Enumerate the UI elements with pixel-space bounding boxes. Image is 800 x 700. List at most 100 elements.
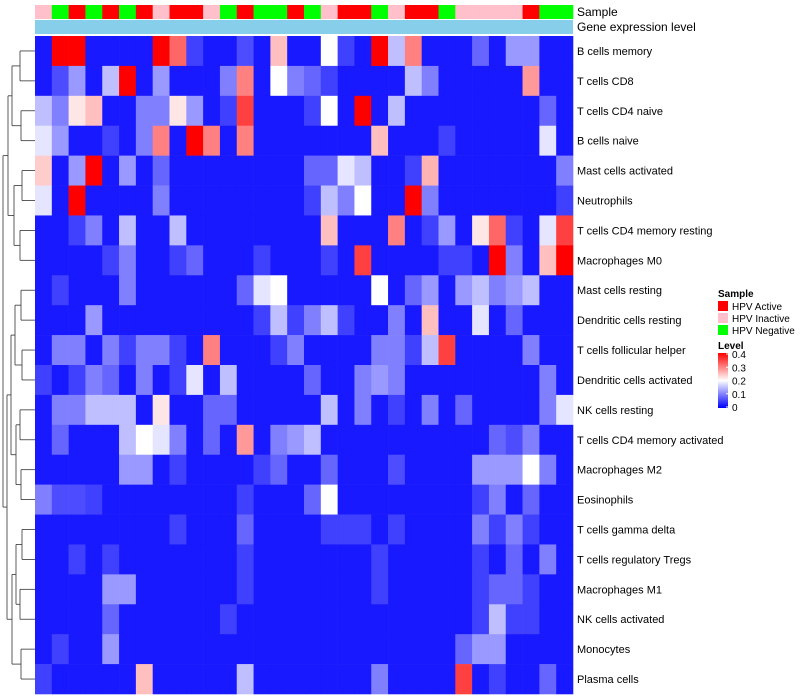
heatmap-cell [51, 155, 69, 186]
heatmap-cell [522, 245, 540, 276]
sample-track-cell [253, 5, 271, 19]
heatmap-cell [488, 394, 507, 426]
heatmap-cell [388, 664, 406, 695]
heatmap-cell [169, 454, 187, 485]
heatmap-cell [85, 335, 103, 366]
heatmap-cell [505, 574, 523, 605]
heatmap-cell [186, 125, 204, 156]
heatmap-cell [539, 275, 557, 306]
heatmap-cell [135, 335, 153, 366]
legend-tick-label: 0.4 [732, 350, 746, 361]
heatmap-cell [522, 604, 540, 635]
sample-track-cell [421, 5, 439, 19]
heatmap-cell [522, 275, 540, 306]
heatmap-cell [337, 185, 355, 216]
sample-track-cell [152, 5, 170, 19]
heatmap-cell [102, 484, 120, 515]
heatmap-cell [102, 604, 120, 635]
heatmap-cell [421, 574, 439, 605]
heatmap-cell [522, 424, 540, 456]
heatmap-cell [85, 245, 103, 276]
sample-track-cell [51, 5, 69, 19]
heatmap-cell [505, 65, 523, 97]
heatmap-cell [320, 604, 338, 635]
heatmap-cell [438, 275, 456, 306]
heatmap-cell [455, 65, 473, 97]
heatmap-cell [270, 394, 288, 426]
heatmap-cell [219, 36, 238, 67]
heatmap-cell [102, 95, 120, 127]
heatmap-cell [556, 305, 574, 336]
heatmap-cell [337, 544, 355, 575]
heatmap-cell [35, 155, 53, 186]
heatmap-cell [219, 634, 238, 665]
heatmap-cell [253, 484, 271, 515]
heatmap-cell [152, 634, 170, 665]
heatmap-cell [304, 365, 322, 396]
heatmap-cell [455, 544, 473, 575]
heatmap-cell [270, 634, 288, 665]
heatmap-cell [152, 544, 170, 575]
heatmap-cell [152, 574, 170, 605]
heatmap-cell [404, 574, 422, 605]
heatmap-cell [270, 335, 288, 366]
heatmap-cell [152, 484, 170, 515]
heatmap-cell [539, 305, 557, 336]
heatmap-cell [505, 305, 523, 336]
heatmap-cell [539, 604, 557, 635]
sample-track-cell [169, 5, 187, 19]
heatmap-cell [354, 365, 372, 396]
row-label: T cells CD4 memory activated [577, 435, 724, 447]
heatmap-cell [421, 664, 439, 695]
heatmap-cell [135, 95, 153, 127]
legend-level-ticks: 0.4 0.3 0.2 0.1 0 [726, 350, 746, 414]
heatmap-cell [472, 36, 490, 67]
heatmap-cell [388, 365, 406, 396]
heatmap-cell [438, 185, 456, 216]
heatmap-cell [556, 574, 574, 605]
heatmap-cell [270, 185, 288, 216]
heatmap-cell [472, 664, 490, 695]
heatmap-cell [505, 36, 523, 67]
row-label: B cells naive [577, 136, 639, 148]
heatmap-cell [488, 574, 507, 605]
heatmap-cell [219, 514, 238, 545]
heatmap-cell [472, 155, 490, 186]
heatmap-cell [472, 484, 490, 515]
heatmap-cell [304, 634, 322, 665]
heatmap-cell [253, 574, 271, 605]
row-label: Dendritic cells resting [577, 315, 682, 327]
heatmap-cell [472, 514, 490, 545]
sample-track-cell [135, 5, 153, 19]
heatmap-cell [35, 95, 53, 127]
heatmap-cell [253, 634, 271, 665]
heatmap-cell [522, 125, 540, 156]
heatmap-cell [51, 574, 69, 605]
row-label: Monocytes [577, 644, 631, 656]
heatmap-cell [85, 484, 103, 515]
heatmap-cell [253, 95, 271, 127]
heatmap-cell [253, 365, 271, 396]
heatmap-cell [35, 335, 53, 366]
heatmap-cell [51, 424, 69, 456]
heatmap-cell [304, 155, 322, 186]
heatmap-cell [388, 634, 406, 665]
heatmap-cell [539, 36, 557, 67]
heatmap-cell [421, 95, 439, 127]
row-label: Macrophages M1 [577, 584, 662, 596]
heatmap-cell [371, 155, 389, 186]
heatmap-cell [287, 574, 305, 605]
sample-track-cell [522, 5, 540, 19]
heatmap-cell [556, 604, 574, 635]
heatmap-cell [304, 215, 322, 246]
heatmap-cell [102, 394, 120, 426]
heatmap-cell [388, 155, 406, 186]
row-label: T cells CD8 [577, 76, 634, 88]
heatmap-cell [287, 185, 305, 216]
heatmap-cell [354, 604, 372, 635]
heatmap-cell [135, 36, 153, 67]
heatmap-cell [152, 155, 170, 186]
heatmap-cell [253, 185, 271, 216]
heatmap-cell [488, 36, 507, 67]
